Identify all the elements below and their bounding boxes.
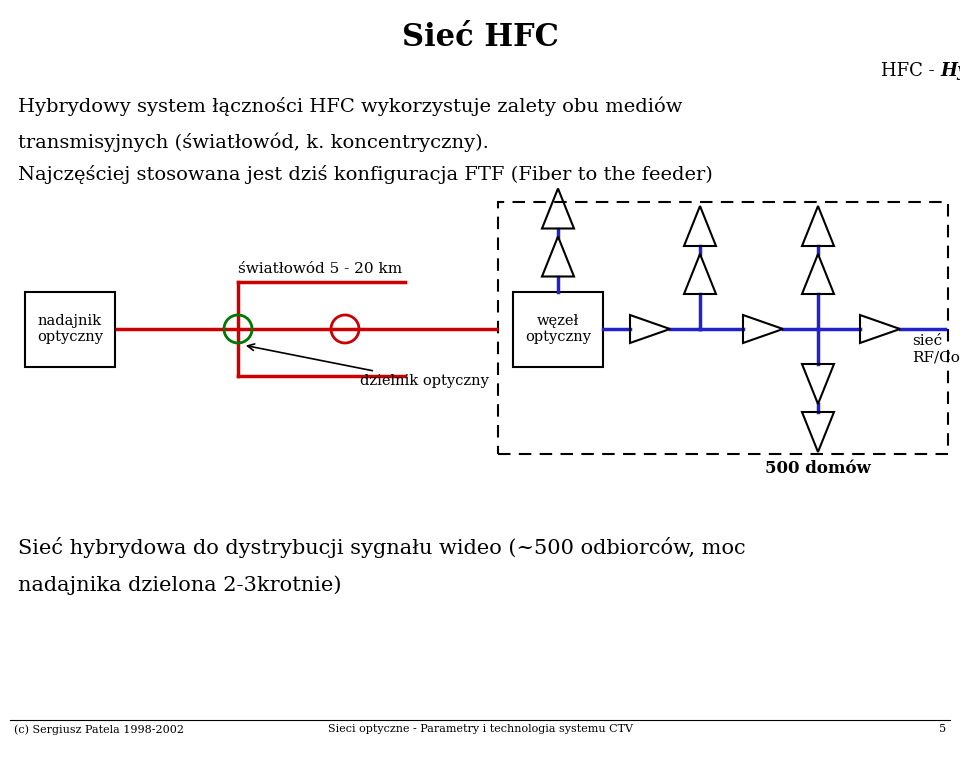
Text: światłowód 5 - 20 km: światłowód 5 - 20 km bbox=[238, 262, 402, 276]
Text: 500 domów: 500 domów bbox=[765, 460, 871, 477]
Text: dzielnik optyczny: dzielnik optyczny bbox=[248, 344, 489, 388]
Text: Hybrid Fiber/Coax: Hybrid Fiber/Coax bbox=[940, 62, 960, 80]
Text: nadajnik
optyczny: nadajnik optyczny bbox=[37, 314, 103, 344]
Bar bbox=[25, 292, 115, 367]
Text: HFC -: HFC - bbox=[880, 62, 940, 80]
Text: transmisyjnych (światłowód, k. koncentryczny).: transmisyjnych (światłowód, k. koncentry… bbox=[18, 132, 489, 151]
Bar bbox=[498, 202, 948, 454]
Bar bbox=[513, 292, 603, 367]
Text: Sieci optyczne - Parametry i technologia systemu CTV: Sieci optyczne - Parametry i technologia… bbox=[327, 724, 633, 734]
Text: Najczęściej stosowana jest dziś konfiguracja FTF (Fiber to the feeder): Najczęściej stosowana jest dziś konfigur… bbox=[18, 165, 712, 184]
Text: sieć
RF/Coax: sieć RF/Coax bbox=[912, 334, 960, 364]
Text: 5: 5 bbox=[939, 724, 946, 734]
Text: (c) Sergiusz Patela 1998-2002: (c) Sergiusz Patela 1998-2002 bbox=[14, 724, 184, 735]
Text: Hybrydowy system łączności HFC wykorzystuje zalety obu mediów: Hybrydowy system łączności HFC wykorzyst… bbox=[18, 97, 683, 117]
Text: Sieć hybrydowa do dystrybucji sygnału wideo (~500 odbiorców, moc: Sieć hybrydowa do dystrybucji sygnału wi… bbox=[18, 537, 746, 558]
Text: węzeł
optyczny: węzeł optyczny bbox=[525, 314, 591, 344]
Text: nadajnika dzielona 2-3krotnie): nadajnika dzielona 2-3krotnie) bbox=[18, 575, 342, 594]
Text: Sieć HFC: Sieć HFC bbox=[401, 22, 559, 53]
